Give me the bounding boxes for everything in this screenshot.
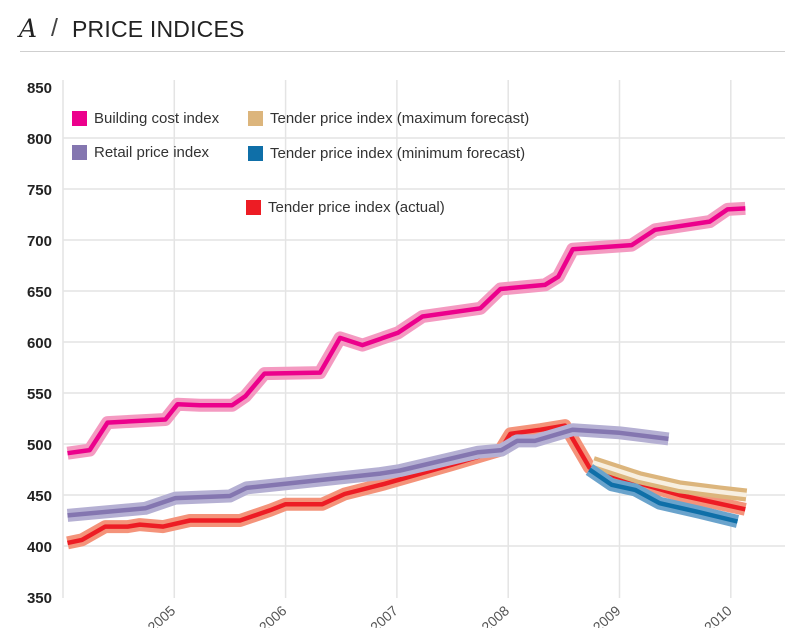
y-tick-label: 500 [27,437,52,454]
x-tick-label: 2008 [478,602,512,628]
x-tick-label: 2007 [367,602,401,628]
x-tick-label: 2009 [590,602,624,628]
y-tick-label: 850 [27,80,52,97]
y-tick-label: 450 [27,488,52,505]
y-tick-label: 750 [27,182,52,199]
legend-swatch [72,145,87,160]
figure-letter: A [19,14,38,43]
legend-item-tender-actual: Tender price index (actual) [246,199,445,216]
title-separator: / [51,14,58,42]
chart-title: PRICE INDICES [72,16,245,42]
x-tick-label: 2006 [256,602,290,628]
y-tick-label: 600 [27,335,52,352]
legend-label: Tender price index (minimum forecast) [270,145,526,162]
legend-swatch [246,200,261,215]
legend-label: Tender price index (actual) [268,199,445,216]
x-tick-label: 2005 [144,602,178,628]
series-line-tender-price-index-minimum-forecast [588,467,739,524]
series-line-retail-price-index [67,427,669,518]
y-tick-label: 350 [27,590,52,607]
legend-item-retail-price: Retail price index [72,144,209,161]
legend-label: Building cost index [94,110,220,127]
y-tick-label: 700 [27,233,52,250]
y-tick-label: 550 [27,386,52,403]
y-tick-label: 650 [27,284,52,301]
y-tick-label: 800 [27,131,52,148]
legend-item-tender-min: Tender price index (minimum forecast) [248,145,525,162]
legend-label: Tender price index (maximum forecast) [270,110,530,127]
legend-swatch [248,111,263,126]
x-tick-label: 2010 [701,602,735,628]
title-rule [20,51,785,52]
series-line-tender-price-index-maximum-forecast [592,460,747,498]
legend-item-tender-max: Tender price index (maximum forecast) [248,110,529,127]
legend-item-building-cost: Building cost index [72,110,219,127]
series-line-building-cost-index [67,206,746,456]
legend-swatch [72,111,87,126]
series-line-tender-price-index-actual [67,423,746,546]
legend-label: Retail price index [94,144,210,161]
legend-swatch [248,146,263,161]
y-tick-label: 400 [27,539,52,556]
